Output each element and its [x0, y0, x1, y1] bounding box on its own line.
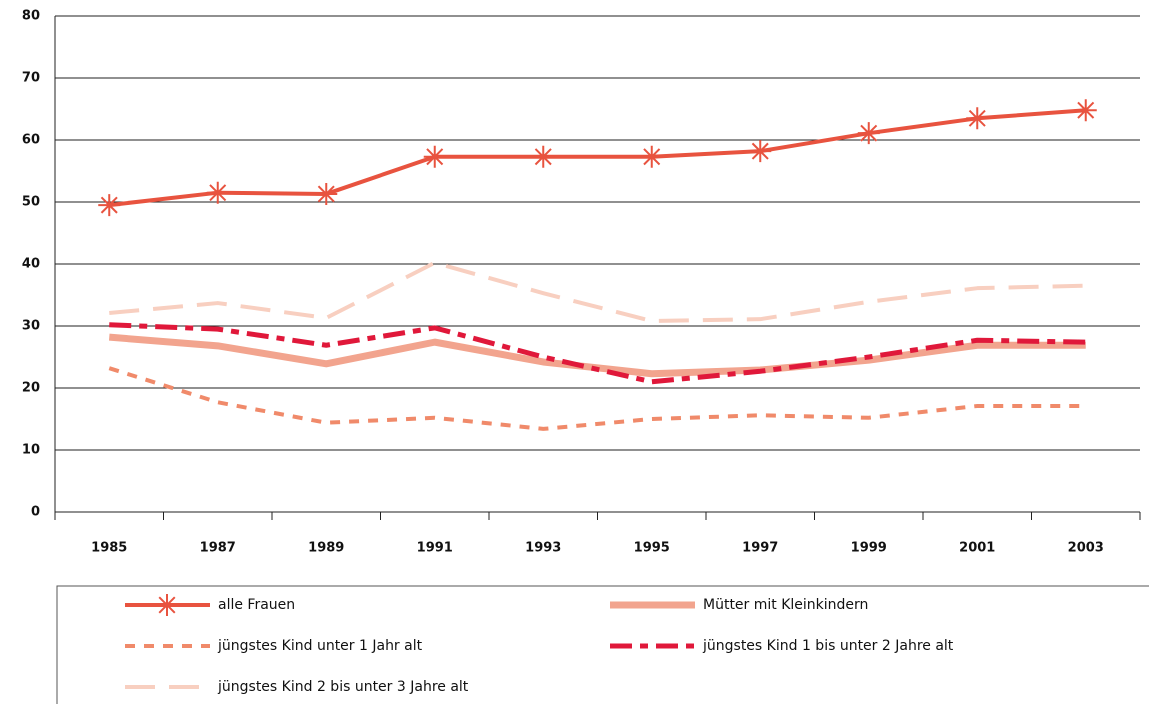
marker [966, 107, 989, 130]
legend-label: jüngstes Kind 1 bis unter 2 Jahre alt [702, 638, 954, 654]
legend-box [56, 585, 1149, 704]
y-tick-label: 0 [31, 505, 40, 520]
marker [857, 122, 880, 145]
x-tick-label: 1987 [200, 541, 236, 556]
legend-label: Mütter mit Kleinkindern [703, 597, 868, 613]
y-tick-label: 20 [22, 381, 40, 396]
x-tick-label: 1999 [851, 541, 887, 556]
x-tick-label: 1997 [742, 541, 778, 556]
series-line [108, 366, 1086, 431]
marker [315, 182, 338, 205]
y-tick-label: 60 [22, 133, 40, 148]
y-tick-label: 40 [22, 257, 40, 272]
x-tick-label: 1991 [417, 541, 453, 556]
y-tick-label: 30 [22, 319, 40, 334]
x-tick-label: 1985 [91, 541, 127, 556]
x-tick-label: 1995 [634, 541, 670, 556]
series-line [109, 108, 1086, 208]
x-tick-label: 2003 [1068, 541, 1104, 556]
legend-marker [156, 594, 178, 616]
x-tick-label: 2001 [959, 541, 995, 556]
x-tick-label: 1989 [308, 541, 344, 556]
y-tick-label: 80 [22, 9, 40, 24]
y-tick-label: 50 [22, 195, 40, 210]
y-tick-label: 10 [22, 443, 40, 458]
legend-label: jüngstes Kind 2 bis unter 3 Jahre alt [217, 679, 469, 695]
x-tick-label: 1993 [525, 541, 561, 556]
marker [749, 140, 772, 163]
marker [206, 181, 229, 204]
legend-label: jüngstes Kind unter 1 Jahr alt [217, 638, 423, 654]
series-line [109, 322, 1086, 385]
series-line [109, 260, 1086, 324]
y-tick-label: 70 [22, 71, 40, 86]
marker [1074, 99, 1097, 122]
marker [532, 145, 555, 168]
marker [423, 145, 446, 168]
legend-label: alle Frauen [218, 597, 295, 613]
marker [98, 194, 121, 217]
marker [640, 145, 663, 168]
